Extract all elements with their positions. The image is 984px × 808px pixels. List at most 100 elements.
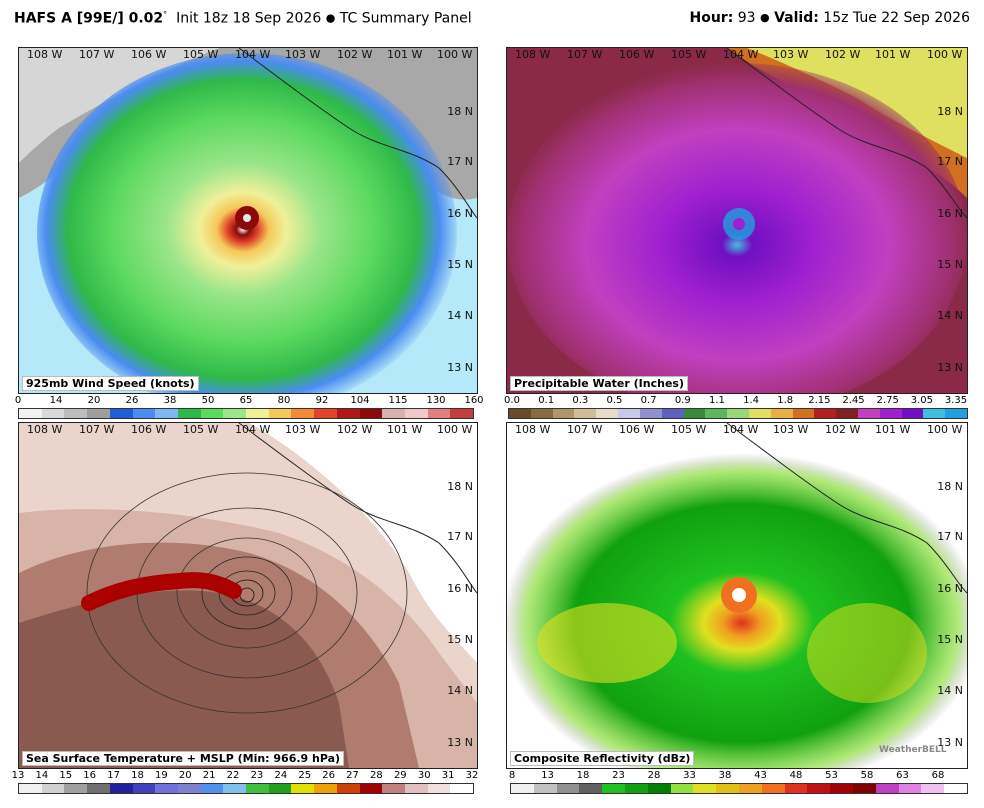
scale-swatch <box>291 409 315 418</box>
scale-swatch <box>923 409 946 418</box>
sst-color-scale <box>18 783 474 794</box>
scale-swatch <box>705 409 728 418</box>
scale-swatch <box>530 409 553 418</box>
scale-tick-label: 27 <box>346 770 359 781</box>
scale-swatch <box>382 784 405 793</box>
lat-label: 17 N <box>447 530 473 543</box>
panel-label: 925mb Wind Speed (knots) <box>22 376 199 391</box>
wind-scale-ticks: 0 14 20 26 38 50 65 80 92 104 115 130 160 <box>14 395 484 407</box>
weatherbell-logo: WeatherBELL <box>879 745 947 755</box>
scale-swatch <box>814 409 837 418</box>
lat-label: 13 N <box>447 736 473 749</box>
scale-swatch <box>64 409 88 418</box>
scale-swatch <box>624 784 648 793</box>
reflectivity-color-scale <box>510 783 968 794</box>
scale-swatch <box>836 409 858 418</box>
scale-swatch <box>87 409 110 418</box>
scale-tick-label: 0 <box>14 395 22 406</box>
lat-label: 13 N <box>937 361 963 374</box>
lon-label: 103 W <box>773 423 809 436</box>
scale-swatch <box>177 409 201 418</box>
valid-label: Valid: <box>774 10 819 26</box>
scale-swatch <box>509 409 531 418</box>
lat-label: 16 N <box>447 582 473 595</box>
scale-swatch <box>727 409 749 418</box>
lat-label: 14 N <box>937 309 963 322</box>
wind-speed-panel: 108 W 107 W 106 W 105 W 104 W 103 W 102 … <box>18 47 478 394</box>
scale-swatch <box>336 409 360 418</box>
scale-swatch <box>382 409 405 418</box>
lon-label: 105 W <box>671 423 707 436</box>
scale-tick-label: 18 <box>576 770 590 781</box>
lon-label: 107 W <box>567 48 603 61</box>
scale-tick-label: 63 <box>896 770 909 781</box>
scale-swatch <box>223 409 247 418</box>
scale-tick-label: 24 <box>274 770 288 781</box>
scale-tick-label: 68 <box>931 770 945 781</box>
scale-swatch <box>268 784 292 793</box>
lon-label: 100 W <box>927 48 963 61</box>
scale-swatch <box>898 784 922 793</box>
lat-label: 16 N <box>447 207 473 220</box>
sst-scale-ticks: 13 14 15 16 17 18 19 20 21 22 23 24 25 26 27 28 29 30 31 32 <box>12 770 479 782</box>
scale-tick-label: 32 <box>465 770 479 781</box>
scale-tick-label: 17 <box>107 770 120 781</box>
scale-swatch <box>670 784 694 793</box>
scale-tick-label: 92 <box>315 395 329 406</box>
scale-swatch <box>246 409 269 418</box>
scale-swatch <box>511 784 534 793</box>
scale-tick-label: 1.1 <box>708 395 725 406</box>
lon-label: 108 W <box>515 48 551 61</box>
scale-swatch <box>761 784 785 793</box>
scale-tick-label: 130 <box>426 395 446 406</box>
lon-label: 101 W <box>875 48 911 61</box>
scale-tick-label: 30 <box>417 770 431 781</box>
scale-swatch <box>533 784 557 793</box>
scale-swatch <box>246 784 269 793</box>
scale-tick-label: 104 <box>350 395 370 406</box>
lon-label: 102 W <box>337 48 373 61</box>
scale-tick-label: 38 <box>718 770 732 781</box>
scale-swatch <box>41 409 65 418</box>
scale-swatch <box>132 784 156 793</box>
hour-label: Hour: <box>689 10 734 26</box>
lon-label: 108 W <box>27 423 63 436</box>
lon-label: 107 W <box>79 48 115 61</box>
scale-tick-label: 0.7 <box>640 395 657 406</box>
scale-swatch <box>359 409 383 418</box>
separator-dot: ● <box>760 11 770 24</box>
scale-swatch <box>579 784 603 793</box>
separator-dot: ● <box>325 11 336 25</box>
lon-label: 100 W <box>927 423 963 436</box>
scale-swatch <box>427 784 451 793</box>
scale-tick-label: 58 <box>860 770 874 781</box>
wind-color-scale <box>18 408 474 419</box>
scale-swatch <box>109 409 133 418</box>
scale-tick-label: 65 <box>239 395 253 406</box>
scale-tick-label: 26 <box>322 770 335 781</box>
scale-swatch <box>404 784 428 793</box>
lat-label: 18 N <box>447 105 473 118</box>
scale-swatch <box>155 784 178 793</box>
forecast-hour: 93 <box>737 10 756 26</box>
scale-swatch <box>901 409 924 418</box>
scale-tick-label: 3.05 <box>910 395 933 406</box>
scale-tick-label: 2.45 <box>842 395 865 406</box>
scale-tick-label: 14 <box>35 770 49 781</box>
scale-swatch <box>879 409 902 418</box>
scale-tick-label: 115 <box>388 395 408 406</box>
scale-tick-label: 15 <box>59 770 73 781</box>
lon-label: 103 W <box>285 423 321 436</box>
scale-tick-label: 43 <box>754 770 767 781</box>
reflectivity-panel: 108 W 107 W 106 W 105 W 104 W 103 W 102 … <box>506 422 968 769</box>
scale-tick-label: 13 <box>11 770 25 781</box>
scale-swatch <box>770 409 793 418</box>
scale-swatch <box>556 784 580 793</box>
scale-swatch <box>945 409 967 418</box>
scale-swatch <box>738 784 762 793</box>
lon-label: 102 W <box>825 423 861 436</box>
lat-label: 16 N <box>937 207 963 220</box>
scale-tick-label: 23 <box>250 770 264 781</box>
lon-label: 104 W <box>723 48 759 61</box>
lat-label: 18 N <box>937 480 963 493</box>
